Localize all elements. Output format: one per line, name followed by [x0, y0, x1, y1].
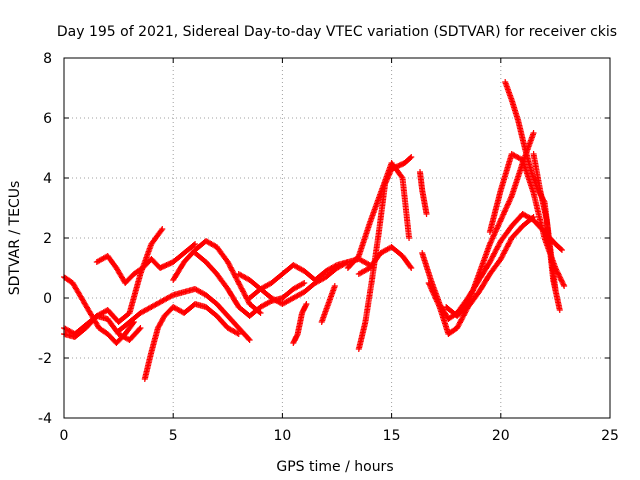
series-s23 [519, 211, 565, 253]
x-axis-label: GPS time / hours [276, 459, 393, 475]
y-tick-label: 8 [43, 51, 52, 67]
x-tick-label: 5 [169, 428, 178, 444]
series-s15 [355, 244, 415, 277]
axis-ticks: 0 5 10 15 20 25 -4 -2 0 2 4 6 8 [38, 51, 619, 444]
x-tick-label: 10 [273, 428, 291, 444]
series-markers [93, 241, 199, 286]
series-s14 [344, 160, 413, 271]
series-s9 [235, 259, 351, 292]
y-tick-label: 0 [43, 291, 52, 307]
y-tick-label: -4 [38, 411, 52, 427]
series-s6 [115, 286, 253, 343]
y-tick-label: 2 [43, 231, 52, 247]
series-s7 [170, 238, 264, 316]
x-tick-label: 0 [60, 428, 69, 444]
series-s5 [141, 301, 242, 382]
y-axis-label: SDTVAR / TECUs [7, 181, 23, 296]
series-markers [170, 238, 264, 316]
series-markers [519, 211, 565, 253]
x-tick-label: 25 [601, 428, 619, 444]
series-markers [290, 301, 310, 346]
data-points [61, 79, 568, 382]
y-tick-label: -2 [38, 351, 52, 367]
x-tick-label: 20 [492, 428, 510, 444]
series-markers [141, 301, 242, 382]
series-markers [318, 283, 338, 325]
chart-title: Day 195 of 2021, Sidereal Day-to-day VTE… [57, 24, 617, 40]
y-tick-label: 6 [43, 111, 52, 127]
series-s16 [417, 169, 430, 217]
series-s12 [318, 283, 338, 325]
y-tick-label: 4 [43, 171, 52, 187]
series-markers [355, 244, 415, 277]
x-tick-label: 15 [383, 428, 401, 444]
series-markers [235, 259, 351, 292]
series-markers [115, 286, 253, 343]
series-s11 [290, 301, 310, 346]
series-markers [344, 160, 413, 271]
series-s4 [93, 241, 199, 286]
grid [64, 58, 610, 418]
series-markers [417, 169, 430, 217]
